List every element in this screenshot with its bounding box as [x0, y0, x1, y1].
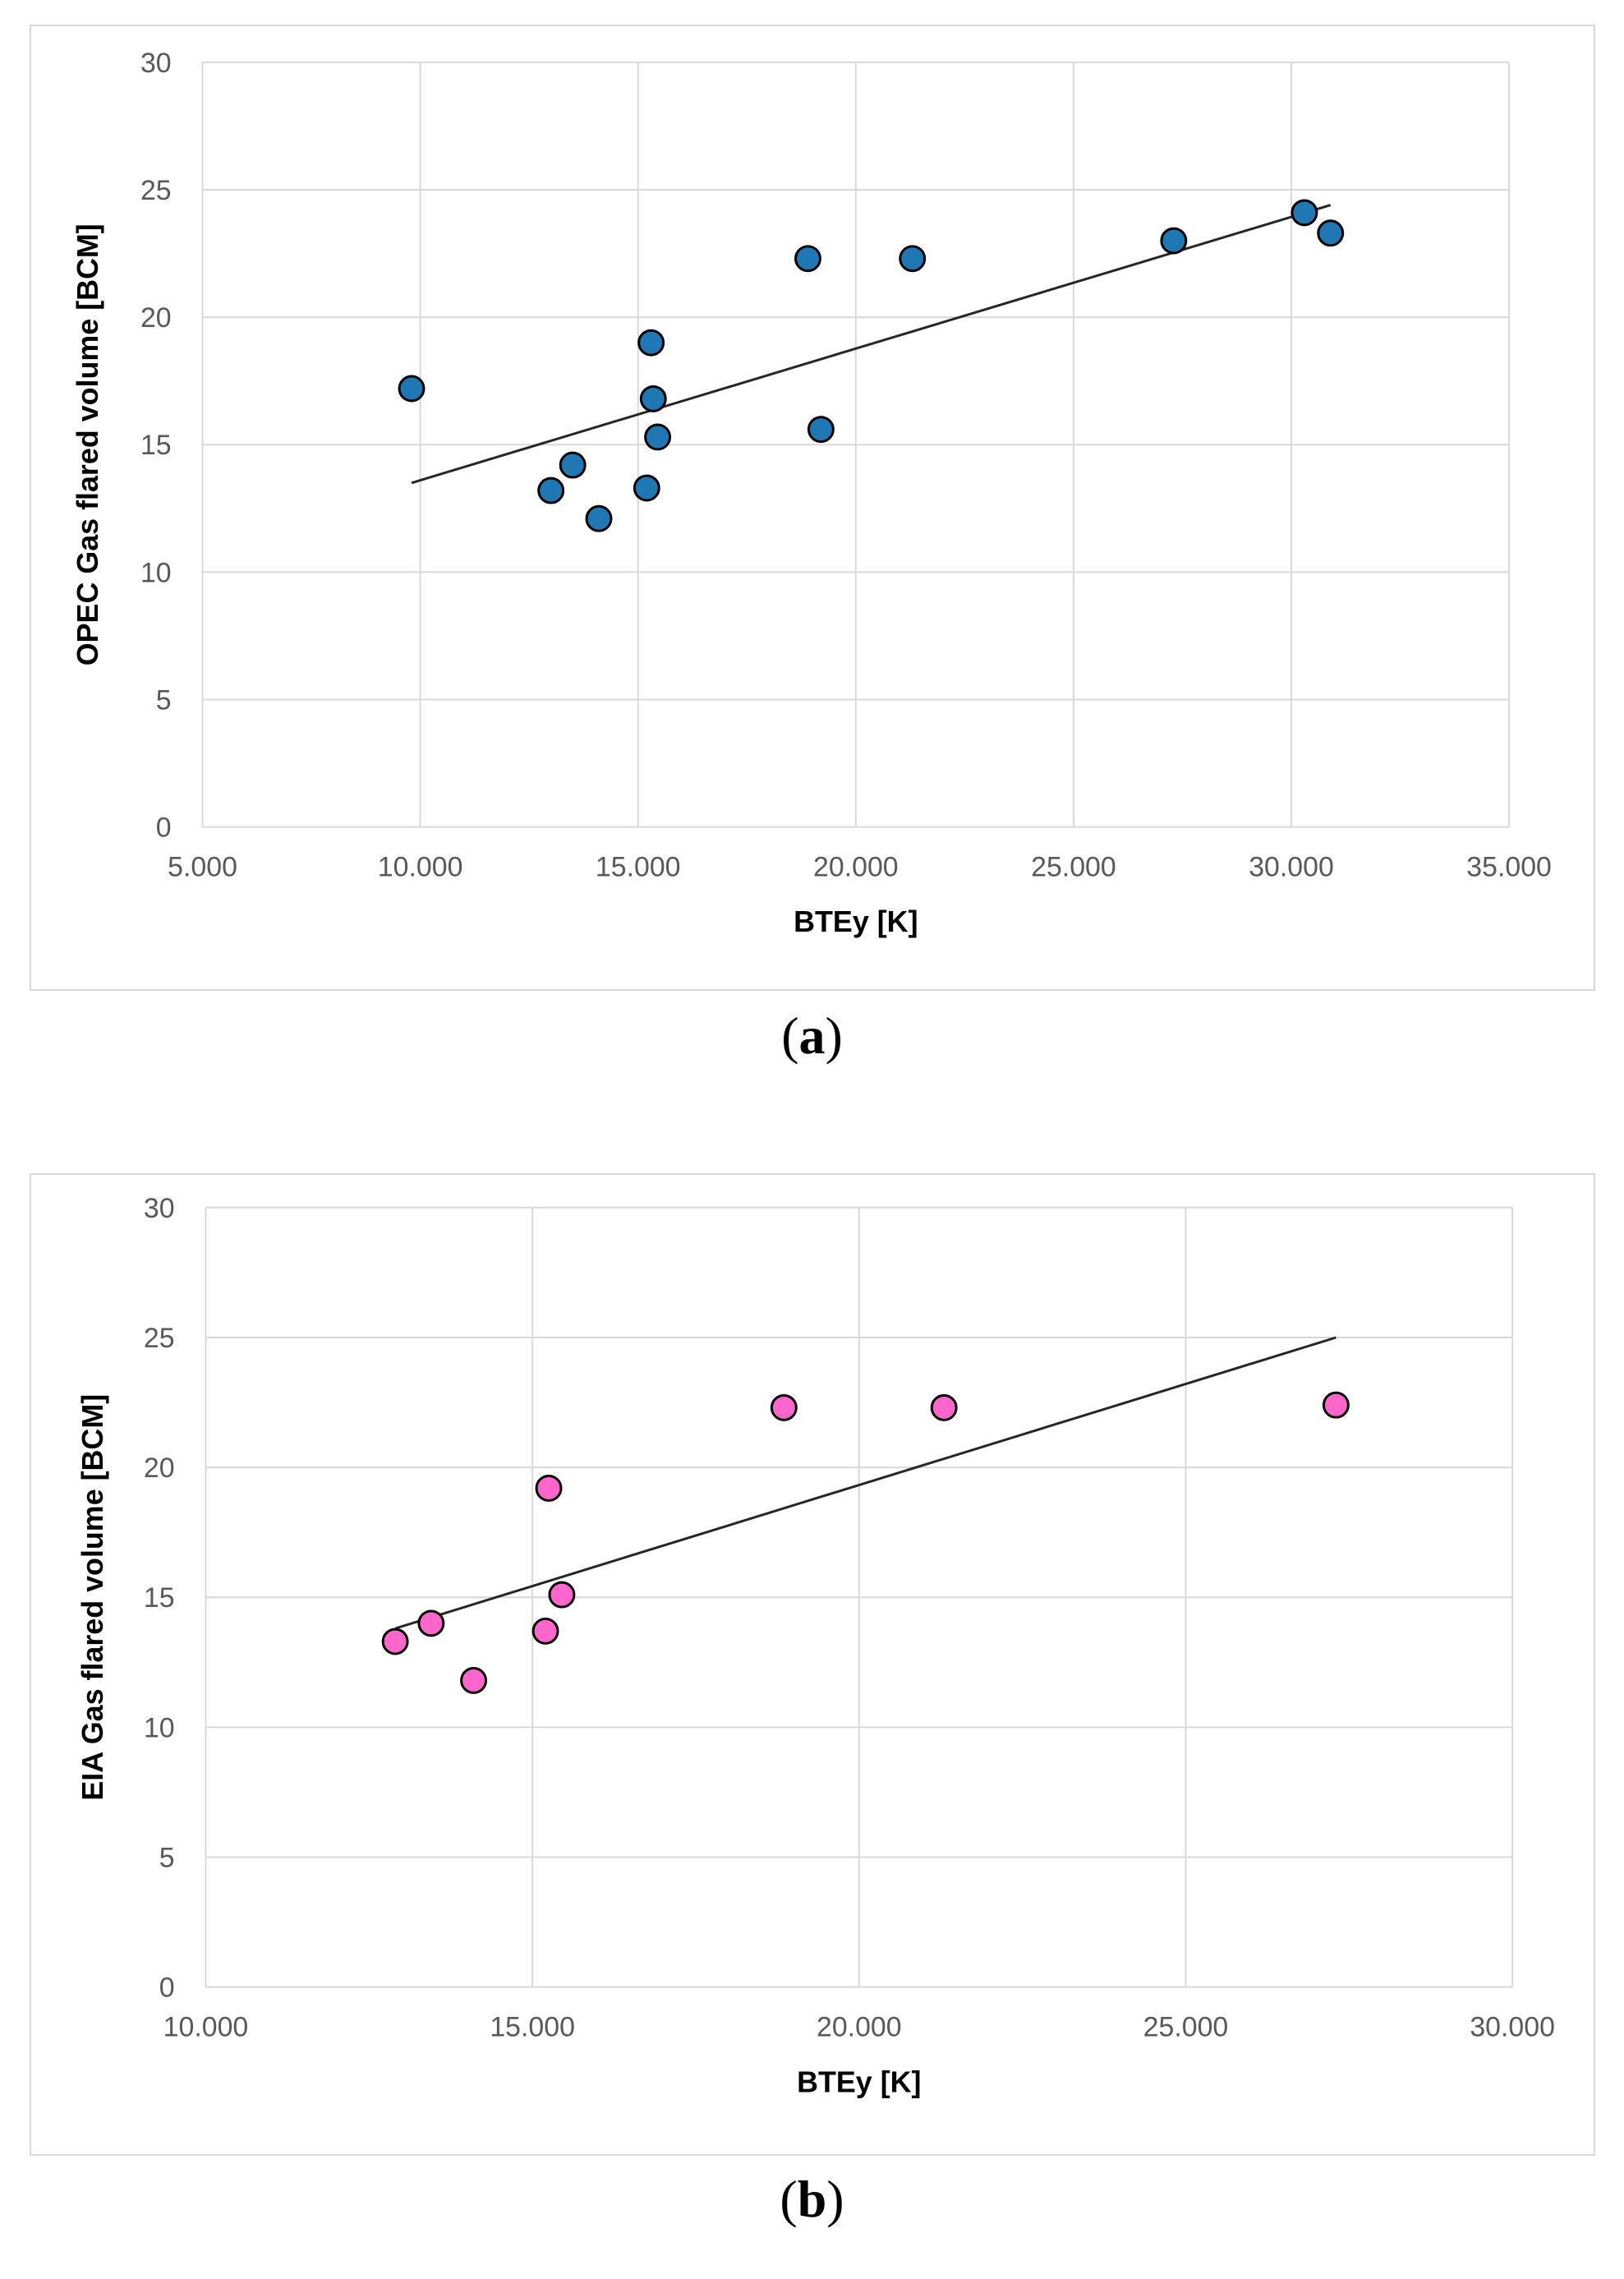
y-tick-label: 10: [144, 1712, 175, 1743]
x-tick-label: 30.000: [1249, 851, 1334, 882]
y-axis-title: EIA Gas flared volume [BCM]: [76, 1394, 109, 1801]
data-point: [531, 1617, 559, 1645]
y-tick-label: 15: [140, 430, 172, 461]
x-tick-label: 15.000: [490, 2011, 575, 2042]
data-point: [639, 384, 667, 412]
y-tick-label: 25: [144, 1323, 175, 1354]
data-point: [535, 1474, 563, 1502]
x-tick-label: 15.000: [596, 851, 681, 882]
x-tick-label: 20.000: [813, 851, 899, 882]
trendline: [411, 204, 1332, 485]
data-point: [644, 423, 672, 451]
y-tick-label: 5: [159, 1843, 175, 1874]
data-point: [559, 451, 587, 479]
data-point: [930, 1393, 958, 1421]
trendline: [394, 1336, 1336, 1630]
chart-panel-b: 10.000 15.000 20.000 25.000 30.000 0 5 10 15 20 25…: [30, 1173, 1595, 2156]
scatter-chart-b: 10.000 15.000 20.000 25.000 30.000 0 5 10 15 20 25…: [76, 1193, 1555, 2098]
caption-a-label: a: [798, 1006, 826, 1065]
x-tick-label: 30.000: [1470, 2011, 1555, 2042]
y-tick-label: 20: [140, 302, 172, 334]
x-tick-label: 10.000: [378, 851, 463, 882]
data-point: [1322, 1391, 1350, 1419]
x-tick-label: 10.000: [163, 2011, 249, 2042]
x-axis-title: BTEy [K]: [794, 905, 918, 938]
y-tick-label: 15: [144, 1582, 175, 1614]
data-point: [1290, 199, 1318, 227]
data-point: [807, 416, 835, 444]
y-tick-label: 0: [159, 1973, 175, 2004]
data-point: [381, 1628, 409, 1655]
y-tick-label: 20: [144, 1453, 175, 1484]
caption-b: (b): [780, 2170, 844, 2228]
data-point: [770, 1393, 798, 1421]
x-tick-label: 25.000: [1143, 2011, 1229, 2042]
data-point: [637, 329, 665, 357]
x-tick-label: 25.000: [1031, 851, 1116, 882]
x-axis-title: BTEy [K]: [797, 2065, 921, 2098]
y-tick-label: 10: [140, 557, 172, 588]
x-tick-label: 20.000: [817, 2011, 902, 2042]
y-axis-title: OPEC Gas flared volume [BCM]: [71, 223, 104, 665]
caption-a: (a): [781, 1006, 843, 1065]
data-point: [1317, 219, 1345, 247]
data-point: [548, 1581, 576, 1609]
data-point: [794, 245, 821, 273]
chart-panel-a: 5.000 10.000 15.000 20.000 25.000 30.000 35.00…: [30, 25, 1595, 991]
y-tick-label: 30: [144, 1193, 175, 1224]
y-tick-label: 5: [156, 684, 172, 716]
caption-b-label: b: [797, 2170, 827, 2228]
x-tick-label: 5.000: [168, 851, 237, 882]
data-point: [537, 477, 565, 504]
data-point: [633, 474, 660, 502]
scatter-chart-a: 5.000 10.000 15.000 20.000 25.000 30.000 35.00…: [71, 48, 1552, 938]
data-point: [1160, 227, 1188, 255]
y-tick-label: 25: [140, 175, 172, 206]
data-points: [381, 1391, 1350, 1694]
gridlines: [201, 61, 1511, 828]
data-points: [398, 199, 1345, 532]
x-tick-label: 35.000: [1466, 851, 1552, 882]
gridlines: [205, 1206, 1514, 1988]
data-point: [398, 375, 426, 403]
data-point: [417, 1609, 445, 1637]
data-point: [460, 1667, 488, 1694]
data-point: [899, 245, 927, 273]
y-tick-label: 30: [140, 48, 172, 79]
y-tick-label: 0: [156, 813, 172, 844]
data-point: [585, 504, 613, 532]
